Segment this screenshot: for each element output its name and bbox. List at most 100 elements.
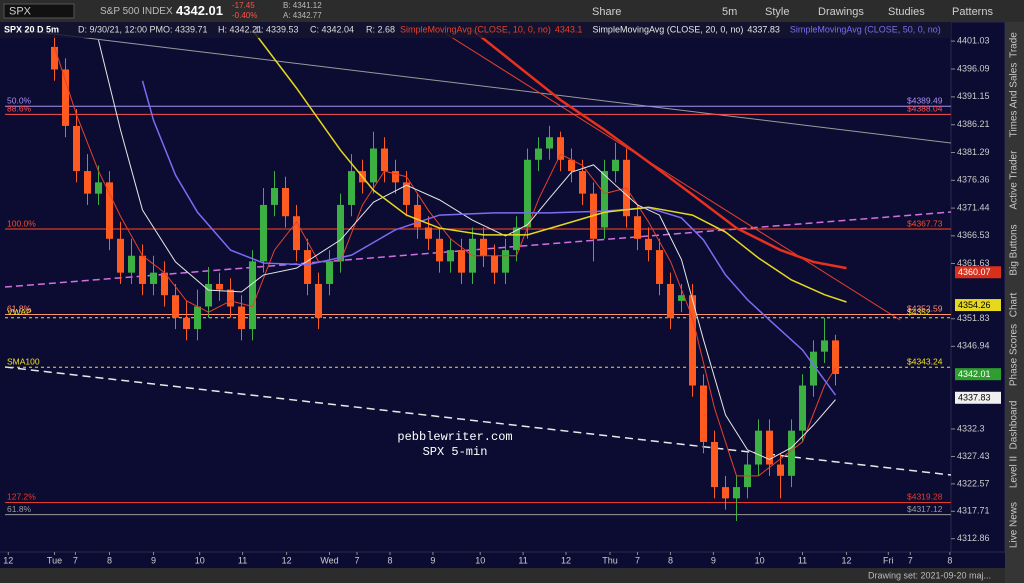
candle-body [612,159,619,172]
moving-average [141,80,837,396]
y-tick-label: 4366.53 [957,230,990,240]
candle-body [293,216,300,251]
candle-body [172,295,179,318]
level-name: 61.8% [7,304,32,314]
sidebar-tab[interactable]: Phase Scores [1009,324,1020,386]
candle-body [480,238,487,256]
level-name: 100.0% [7,218,36,228]
candle-body [667,283,674,318]
info-field: R: 2.68 [366,24,395,34]
sidebar-tab[interactable]: Trade [1009,32,1020,58]
candle-body [205,283,212,307]
price-marker-label: 4337.83 [958,393,991,403]
candle-body [161,272,168,296]
candle-body [777,464,784,476]
sidebar-tab[interactable]: Dashboard [1009,401,1020,450]
level-value: $4343.24 [907,356,943,366]
level-name: 50.0% [7,95,32,105]
level-name: 61.8% [7,504,32,514]
x-tick-label: 11 [238,555,247,565]
x-tick-label: 12 [561,555,571,565]
footer-bar [0,568,1005,583]
y-tick-label: 4346.94 [957,341,990,351]
candle-body [821,340,828,352]
watermark: SPX 5-min [423,445,488,459]
candle-body [304,250,311,284]
candle-body [447,250,454,262]
y-tick-label: 4332.3 [957,423,985,433]
header-bar [0,0,1024,22]
sidebar [1005,22,1024,583]
toolbar-button[interactable]: 5m [722,6,737,18]
candle-body [579,171,586,194]
x-tick-label: Tue [47,555,62,565]
y-tick-label: 4351.83 [957,313,990,323]
candle-body [348,171,355,205]
y-tick-label: 4396.09 [957,63,990,73]
symbol[interactable]: SPX [9,5,32,17]
x-tick-label: 8 [107,555,112,565]
candle-body [689,295,696,386]
candle-body [601,171,608,228]
sidebar-tab[interactable]: Times And Sales [1009,63,1020,138]
candle-body [524,159,531,228]
candle-body [711,441,718,488]
candle-body [700,385,707,442]
toolbar-button[interactable]: Style [765,6,789,18]
level-value: $4317.12 [907,504,943,514]
toolbar-button[interactable]: Patterns [952,6,993,18]
trend-line [5,27,951,144]
y-tick-label: 4381.29 [957,147,990,157]
candle-body [194,306,201,330]
x-tick-label: 12 [841,555,851,565]
candle-body [139,255,146,284]
moving-average [54,46,836,477]
x-tick-label: 7 [354,555,359,565]
candle-body [260,204,267,262]
symbol-box[interactable] [3,3,75,19]
candle-body [832,340,839,375]
moving-average [98,40,836,461]
candle-body [722,487,729,499]
price-marker [955,391,1001,404]
toolbar-button[interactable]: Share [592,6,621,18]
legend-value: 4337.83 [747,24,780,34]
candle-body [62,69,69,126]
y-tick-label: 4391.15 [957,91,990,101]
y-tick-label: 4401.03 [957,35,990,45]
y-tick-label: 4371.44 [957,202,990,212]
y-tick-label: 4361.63 [957,258,990,268]
level-value: $4389.49 [907,95,943,105]
level-name: VWAP [7,307,32,317]
y-tick-label: 4327.43 [957,451,990,461]
info-field: H: 4342.21 [218,24,262,34]
candle-body [788,430,795,476]
toolbar-button[interactable]: Studies [888,6,925,18]
candle-body [678,295,685,301]
candle-body [436,238,443,262]
candle-body [392,171,399,183]
toolbar-button[interactable]: Drawings [818,6,864,18]
sidebar-tab[interactable]: Big Buttons [1009,224,1020,275]
level-name: SMA100 [7,356,40,366]
candle-body [315,283,322,318]
trend-line [439,29,901,321]
candle-body [51,46,58,70]
sidebar-tab[interactable]: Chart [1009,293,1020,318]
sidebar-tab[interactable]: Live News [1009,502,1020,548]
level-value: $4352.59 [907,304,943,314]
x-tick-label: 10 [755,555,765,565]
level-value: $4367.73 [907,218,943,228]
legend-value: 4343.1 [555,24,583,34]
sidebar-tab[interactable]: Level II [1009,456,1020,488]
x-tick-label: 9 [711,555,716,565]
candle-body [458,250,465,273]
sidebar-tab[interactable]: Active Trader [1009,150,1020,210]
candle-body [73,125,80,172]
x-tick-label: 8 [387,555,392,565]
y-tick-label: 4322.57 [957,478,990,488]
candle-body [150,272,157,284]
change: -17.45 [232,1,255,10]
info-field: SPX 20 D 5m [4,24,59,34]
info-field: O: 4339.71 [163,24,208,34]
